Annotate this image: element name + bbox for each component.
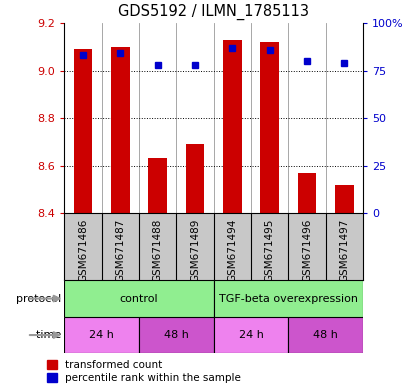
Bar: [223, 40, 242, 213]
Bar: [298, 173, 317, 213]
Bar: [214, 317, 288, 353]
Text: GSM671494: GSM671494: [227, 218, 237, 282]
Text: GSM671488: GSM671488: [153, 218, 163, 282]
Bar: [186, 144, 205, 213]
Text: time: time: [36, 330, 64, 340]
Text: GSM671497: GSM671497: [339, 218, 349, 282]
Text: GSM671495: GSM671495: [265, 218, 275, 282]
Text: TGF-beta overexpression: TGF-beta overexpression: [219, 293, 358, 304]
Bar: [64, 317, 139, 353]
Text: GSM671489: GSM671489: [190, 218, 200, 282]
Text: 48 h: 48 h: [313, 330, 338, 340]
Text: GSM671486: GSM671486: [78, 218, 88, 282]
Text: GSM671496: GSM671496: [302, 218, 312, 282]
Bar: [74, 49, 93, 213]
Bar: [64, 280, 214, 317]
Bar: [288, 317, 363, 353]
Bar: [214, 280, 363, 317]
Bar: [149, 159, 167, 213]
Legend: transformed count, percentile rank within the sample: transformed count, percentile rank withi…: [47, 361, 242, 383]
Bar: [139, 317, 214, 353]
Text: 24 h: 24 h: [239, 330, 264, 340]
Bar: [335, 185, 354, 213]
Text: GSM671487: GSM671487: [115, 218, 125, 282]
Bar: [111, 47, 130, 213]
Bar: [261, 42, 279, 213]
Text: 24 h: 24 h: [89, 330, 114, 340]
Text: protocol: protocol: [16, 293, 64, 304]
Text: 48 h: 48 h: [164, 330, 189, 340]
Title: GDS5192 / ILMN_1785113: GDS5192 / ILMN_1785113: [118, 4, 309, 20]
Text: control: control: [120, 293, 159, 304]
